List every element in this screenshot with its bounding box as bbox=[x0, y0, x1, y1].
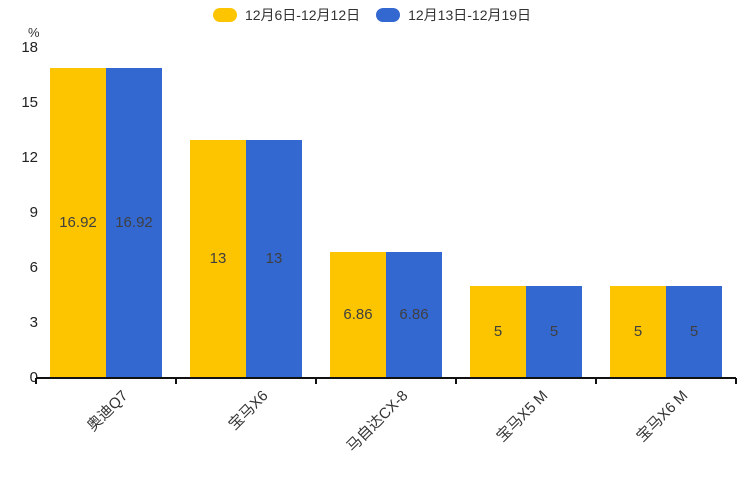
bar-value-label-series-1-宝马X6 M: 5 bbox=[633, 323, 643, 341]
bar-series-1-马自达CX-8[interactable] bbox=[330, 252, 386, 378]
bar-value-label-series-1-奥迪Q7: 16.92 bbox=[59, 213, 97, 231]
y-axis-unit-label: % bbox=[28, 25, 40, 40]
chart-legend: 12月6日-12月12日 12月13日-12月19日 bbox=[0, 6, 744, 24]
bar-series-1-宝马X6 M[interactable] bbox=[610, 286, 666, 378]
bar-series-2-奥迪Q7[interactable] bbox=[106, 67, 162, 378]
bar-series-2-宝马X6 M[interactable] bbox=[666, 286, 722, 378]
legend-swatch-series-1 bbox=[212, 8, 237, 22]
bar-value-label-series-2-宝马X6 M: 5 bbox=[689, 323, 699, 341]
bar-value-label-series-1-宝马X6: 13 bbox=[209, 249, 227, 267]
x-axis-tick-0 bbox=[35, 378, 37, 384]
bar-value-label-series-2-奥迪Q7: 16.92 bbox=[115, 213, 153, 231]
bar-series-2-马自达CX-8[interactable] bbox=[386, 252, 442, 378]
y-tick-label-3: 3 bbox=[29, 314, 38, 331]
bar-series-1-奥迪Q7[interactable] bbox=[50, 67, 106, 378]
bar-series-2-宝马X6[interactable] bbox=[246, 139, 302, 378]
legend-item-series-2[interactable]: 12月13日-12月19日 bbox=[376, 6, 531, 24]
legend-label-series-1: 12月6日-12月12日 bbox=[244, 7, 361, 23]
bar-value-label-series-2-宝马X5 M: 5 bbox=[549, 323, 559, 341]
x-category-label-宝马X6: 宝马X6 bbox=[225, 387, 272, 434]
x-axis-line bbox=[36, 377, 736, 379]
bar-value-label-series-2-马自达CX-8: 6.86 bbox=[399, 306, 429, 324]
x-category-label-马自达CX-8: 马自达CX-8 bbox=[343, 387, 412, 456]
x-category-label-奥迪Q7: 奥迪Q7 bbox=[83, 387, 132, 435]
bar-value-label-series-1-马自达CX-8: 6.86 bbox=[343, 306, 373, 324]
y-tick-label-6: 6 bbox=[29, 259, 38, 276]
bar-series-2-宝马X5 M[interactable] bbox=[526, 286, 582, 378]
y-tick-label-18: 18 bbox=[21, 39, 38, 56]
legend-label-series-2: 12月13日-12月19日 bbox=[408, 7, 532, 23]
x-axis-tick-1 bbox=[175, 378, 177, 384]
y-tick-label-12: 12 bbox=[21, 149, 38, 166]
x-axis-tick-2 bbox=[315, 378, 317, 384]
y-tick-label-15: 15 bbox=[21, 94, 38, 111]
x-category-label-宝马X5 M: 宝马X5 M bbox=[493, 387, 552, 446]
bar-series-1-宝马X5 M[interactable] bbox=[470, 286, 526, 378]
x-axis-tick-4 bbox=[595, 378, 597, 384]
x-axis-tick-5 bbox=[735, 378, 737, 384]
legend-swatch-series-2 bbox=[376, 8, 401, 22]
y-tick-label-9: 9 bbox=[29, 204, 38, 221]
bar-series-1-宝马X6[interactable] bbox=[190, 139, 246, 378]
bar-value-label-series-1-宝马X5 M: 5 bbox=[493, 323, 503, 341]
legend-item-series-1[interactable]: 12月6日-12月12日 bbox=[212, 6, 361, 24]
x-axis-tick-3 bbox=[455, 378, 457, 384]
y-tick-label-0: 0 bbox=[29, 369, 38, 386]
bar-value-label-series-2-宝马X6: 13 bbox=[265, 249, 283, 267]
x-category-label-宝马X6 M: 宝马X6 M bbox=[633, 387, 692, 446]
